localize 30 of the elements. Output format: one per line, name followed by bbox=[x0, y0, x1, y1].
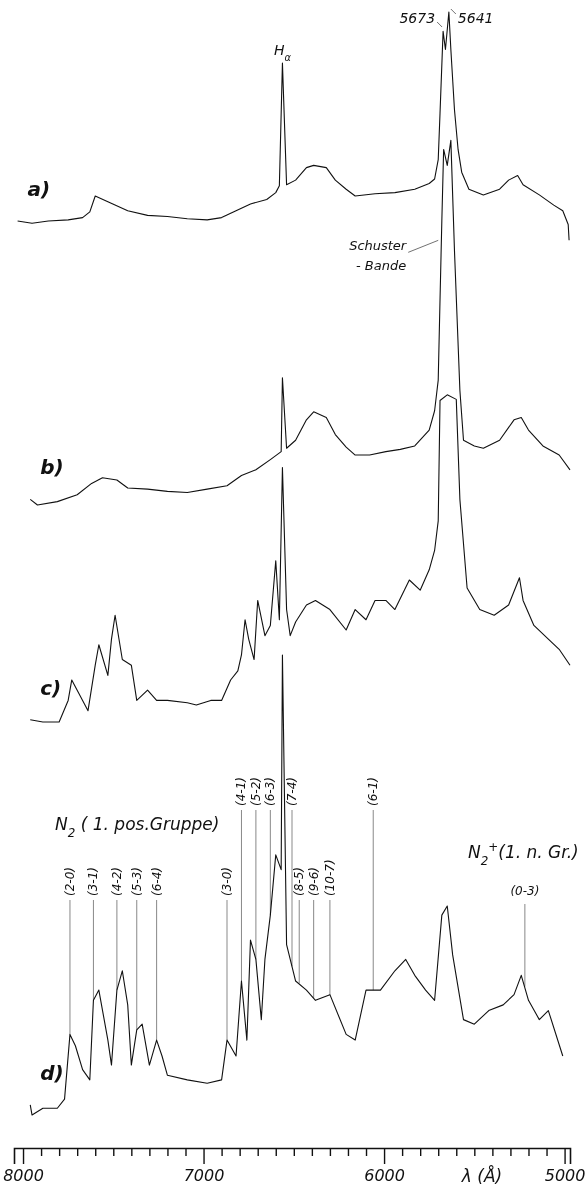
x-tick-label: 7000 bbox=[183, 1166, 225, 1186]
series-label: d) bbox=[40, 1060, 64, 1085]
annotation: H$_{α}$ bbox=[273, 42, 292, 63]
series-label: b) bbox=[40, 455, 64, 480]
x-tick-label: 5000 bbox=[544, 1166, 586, 1186]
annotation: (2-0) bbox=[62, 867, 77, 896]
series-label: c) bbox=[40, 675, 62, 700]
x-axis-title: λ (Å) bbox=[460, 1165, 503, 1186]
annotation: N$_{2}$ ( 1. pos.Gruppe) bbox=[55, 814, 220, 840]
annotation: (10-7) bbox=[322, 859, 337, 896]
annotation: (9-6) bbox=[306, 867, 321, 896]
annotation: (5-2) bbox=[248, 777, 263, 806]
annotation: 5641 bbox=[457, 10, 494, 26]
x-tick-label: 6000 bbox=[364, 1166, 405, 1186]
annotation: Schuster - Bande bbox=[349, 238, 408, 274]
annotation: N$_{2}$$^{+}$(1. n. Gr.) bbox=[468, 840, 579, 868]
annotation: (4-1) bbox=[234, 777, 249, 806]
annotation: (4-2) bbox=[109, 867, 124, 896]
annotation: (6-4) bbox=[149, 867, 164, 896]
annotation: 5673 bbox=[399, 10, 436, 26]
annotation: (3-0) bbox=[220, 867, 235, 896]
annotation: (6-1) bbox=[366, 777, 381, 806]
annotation: (3-1) bbox=[86, 867, 101, 896]
x-tick-label: 8000 bbox=[3, 1166, 44, 1186]
annotation: (8-5) bbox=[292, 867, 307, 896]
annotation: (6-3) bbox=[263, 777, 278, 806]
annotation: (7-4) bbox=[285, 777, 299, 806]
series-label: a) bbox=[27, 177, 51, 202]
annotation: (5-3) bbox=[129, 867, 144, 896]
annotation: (0-3) bbox=[510, 884, 540, 898]
